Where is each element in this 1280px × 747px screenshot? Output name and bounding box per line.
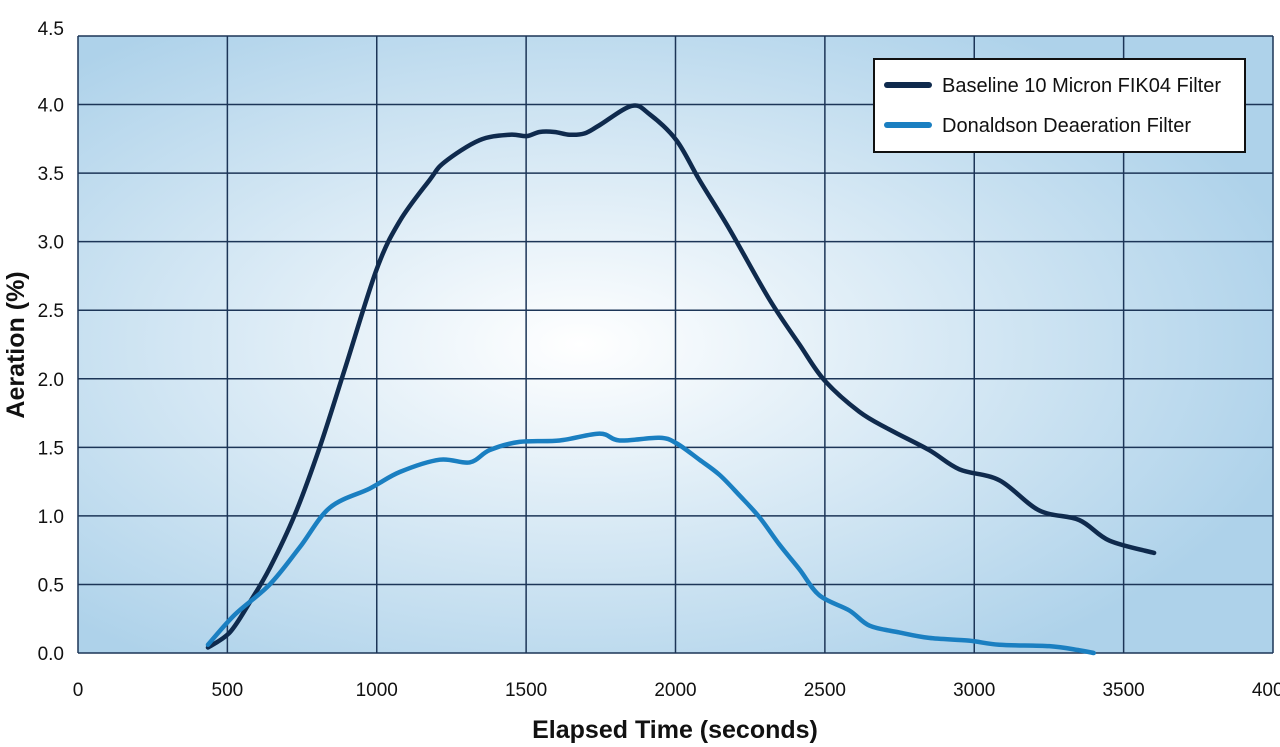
x-tick-label: 1000 xyxy=(356,680,398,701)
x-tick-label: 1500 xyxy=(505,680,547,701)
y-tick-label: 2.0 xyxy=(38,370,64,391)
x-tick-label: 2500 xyxy=(804,680,846,701)
x-tick-label: 0 xyxy=(73,680,84,701)
legend-label-baseline: Baseline 10 Micron FIK04 Filter xyxy=(942,75,1221,97)
y-tick-label: 3.5 xyxy=(38,164,64,185)
x-tick-label: 3000 xyxy=(953,680,995,701)
legend: Baseline 10 Micron FIK04 Filter Donaldso… xyxy=(873,58,1246,153)
series-line-1 xyxy=(205,431,1096,656)
x-axis-label: Elapsed Time (seconds) xyxy=(532,716,818,744)
series-lines xyxy=(205,103,1157,656)
y-axis-label: Aeration (%) xyxy=(2,271,30,418)
legend-label-donaldson: Donaldson Deaeration Filter xyxy=(942,115,1191,137)
y-tick-label: 1.5 xyxy=(38,438,64,459)
y-tick-label: 1.0 xyxy=(38,507,64,528)
x-tick-label: 3500 xyxy=(1102,680,1144,701)
y-tick-label: 2.5 xyxy=(38,301,64,322)
y-tick-label: 4.0 xyxy=(38,96,64,117)
x-tick-label: 2000 xyxy=(654,680,696,701)
x-tick-label: 500 xyxy=(212,680,244,701)
y-tick-labels: 0.0 0.5 1.0 1.5 2.0 2.5 3.0 3.5 4.0 4.5 xyxy=(38,19,64,665)
grid xyxy=(77,35,1274,654)
y-tick-label: 0.0 xyxy=(38,644,64,665)
series-line-0 xyxy=(205,103,1157,650)
legend-box xyxy=(873,58,1246,153)
y-tick-label: 3.0 xyxy=(38,233,64,254)
y-tick-label: 0.5 xyxy=(38,575,64,596)
y-tick-label: 4.5 xyxy=(38,19,64,40)
